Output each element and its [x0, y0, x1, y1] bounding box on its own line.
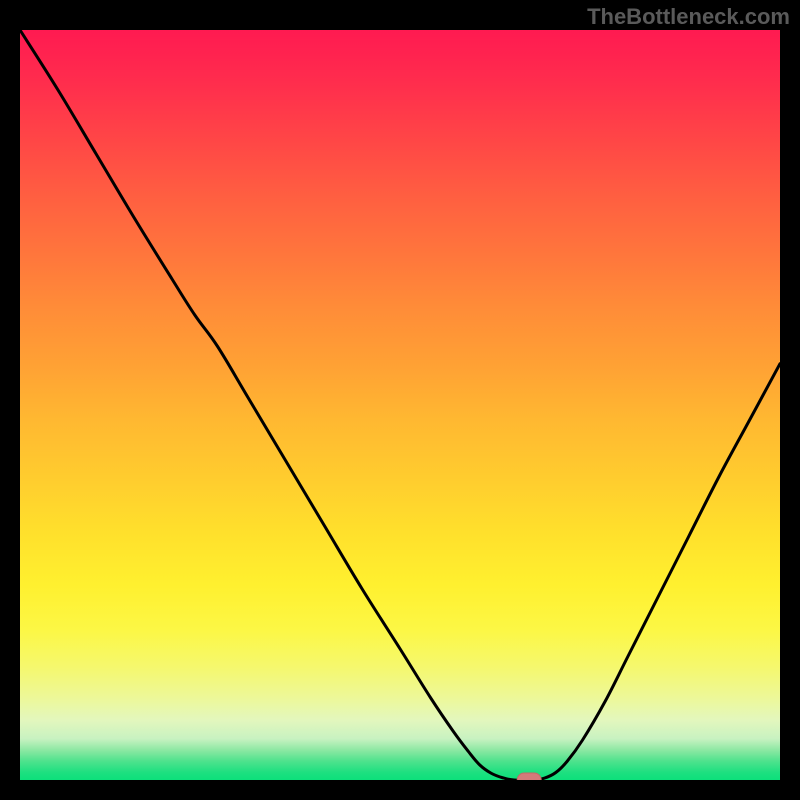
chart-gradient-background: [20, 30, 780, 780]
bottleneck-chart: TheBottleneck.com: [0, 0, 800, 800]
chart-svg: [0, 0, 800, 800]
watermark-text: TheBottleneck.com: [587, 4, 790, 30]
